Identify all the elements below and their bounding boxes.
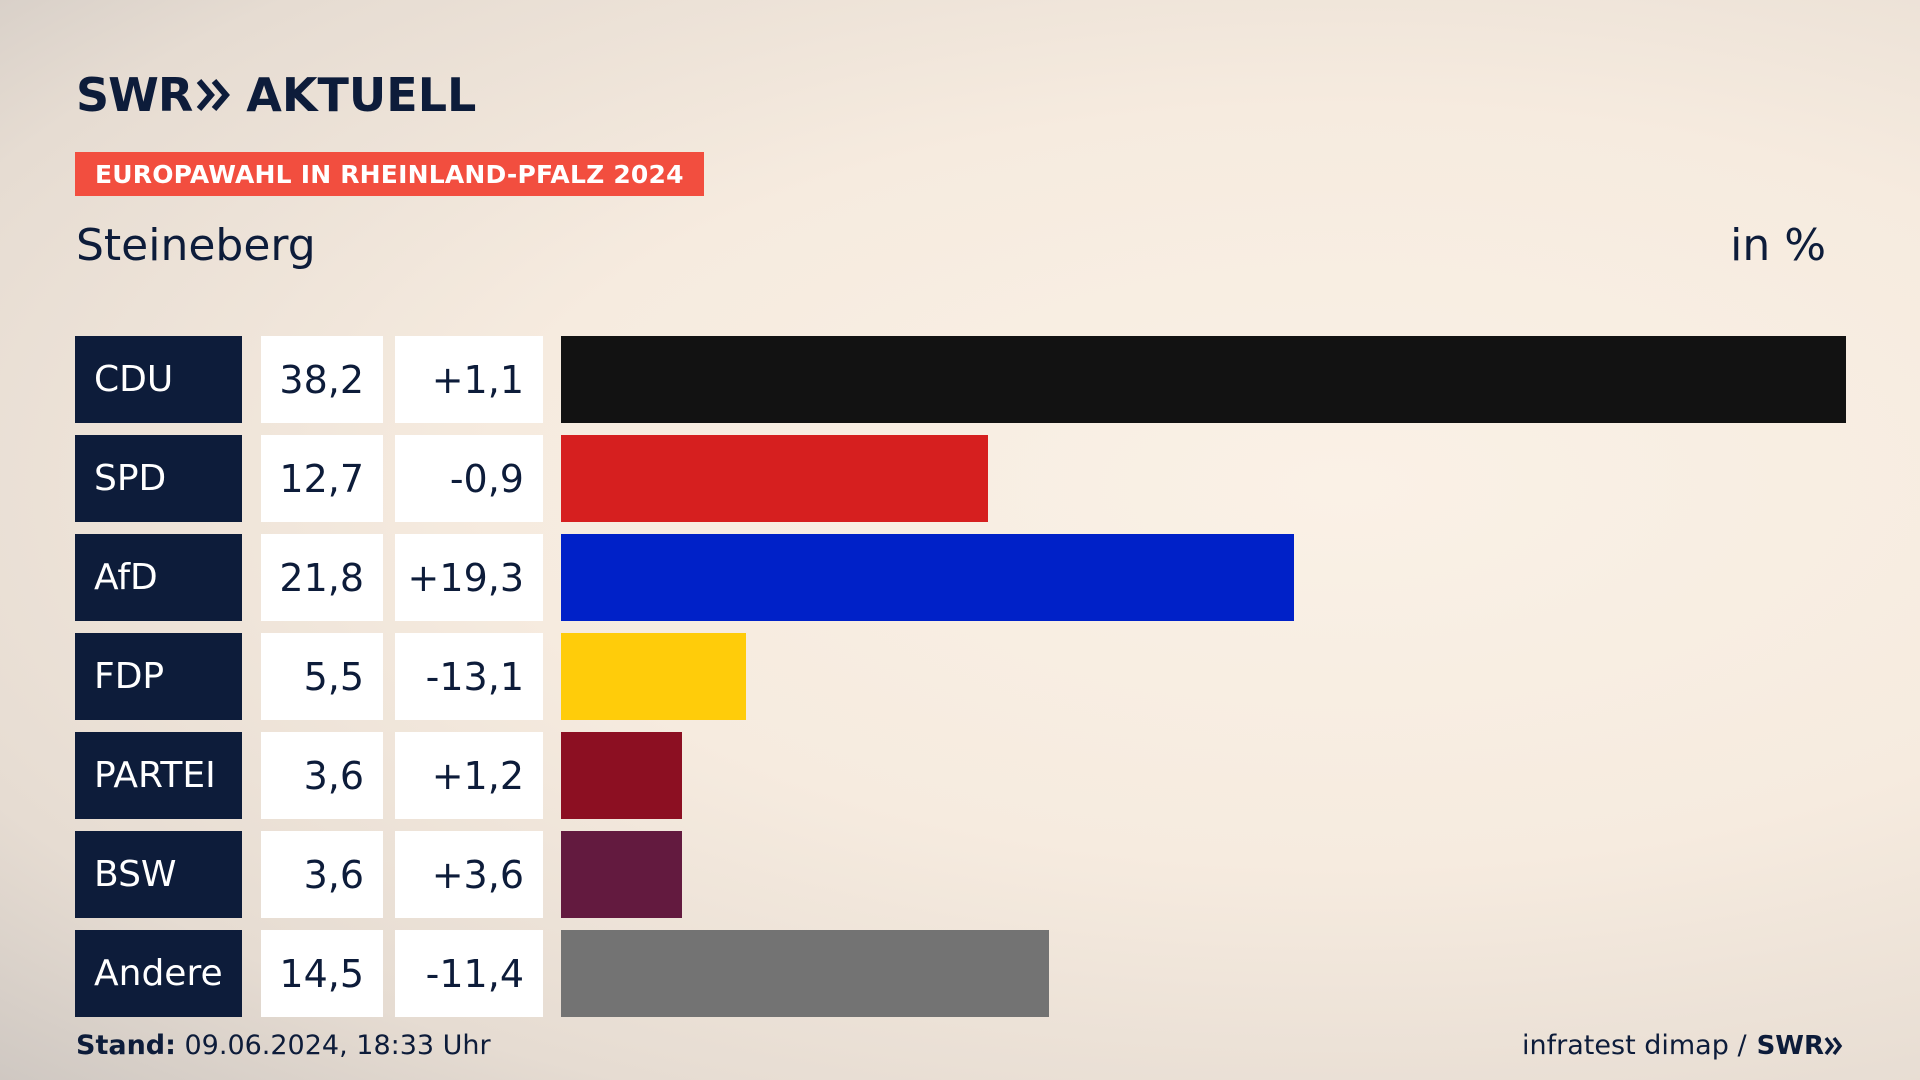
logo-swr-text: SWR [76,68,193,122]
value-label: 21,8 [261,534,383,621]
bar [561,435,989,522]
source-credit: infratest dimap / SWR [1522,1030,1844,1061]
diff-label: -13,1 [395,633,543,720]
value-label: 3,6 [261,732,383,819]
bar [561,732,683,819]
bar [561,534,1295,621]
bar [561,831,683,918]
bar [561,633,746,720]
stand-label: Stand: [76,1030,176,1061]
diff-label: +1,1 [395,336,543,423]
logo-aktuell-text: AKTUELL [246,68,477,122]
diff-label: +19,3 [395,534,543,621]
party-label: AfD [75,534,242,621]
value-label: 38,2 [261,336,383,423]
swr-small-text: SWR [1756,1030,1824,1061]
value-label: 3,6 [261,831,383,918]
diff-label: +1,2 [395,732,543,819]
bar [561,930,1049,1017]
timestamp: Stand: 09.06.2024, 18:33 Uhr [76,1030,491,1061]
party-label: FDP [75,633,242,720]
double-chevron-icon [196,78,232,112]
value-label: 12,7 [261,435,383,522]
diff-label: -11,4 [395,930,543,1017]
stand-value: 09.06.2024, 18:33 Uhr [175,1030,491,1061]
bar [561,336,1846,423]
diff-label: +3,6 [395,831,543,918]
small-chevron-icon [1824,1036,1843,1055]
value-label: 5,5 [261,633,383,720]
swr-small-logo: SWR [1757,1031,1844,1061]
party-label: Andere [75,930,242,1017]
party-label: BSW [75,831,242,918]
swr-aktuell-logo: SWR AKTUELL [76,68,476,122]
election-tag: EUROPAWAHL IN RHEINLAND-PFALZ 2024 [75,152,704,196]
diff-label: -0,9 [395,435,543,522]
party-label: PARTEI [75,732,242,819]
party-label: CDU [75,336,242,423]
source-text: infratest dimap / [1522,1030,1747,1061]
party-label: SPD [75,435,242,522]
value-label: 14,5 [261,930,383,1017]
place-title: Steineberg [76,220,316,271]
unit-label: in % [1730,220,1826,271]
